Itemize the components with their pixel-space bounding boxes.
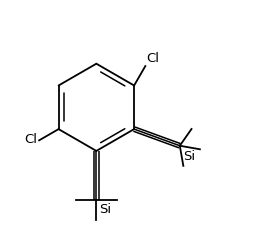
- Text: Cl: Cl: [24, 133, 37, 146]
- Text: Si: Si: [183, 150, 195, 163]
- Text: Cl: Cl: [147, 52, 160, 65]
- Text: Si: Si: [99, 203, 112, 216]
